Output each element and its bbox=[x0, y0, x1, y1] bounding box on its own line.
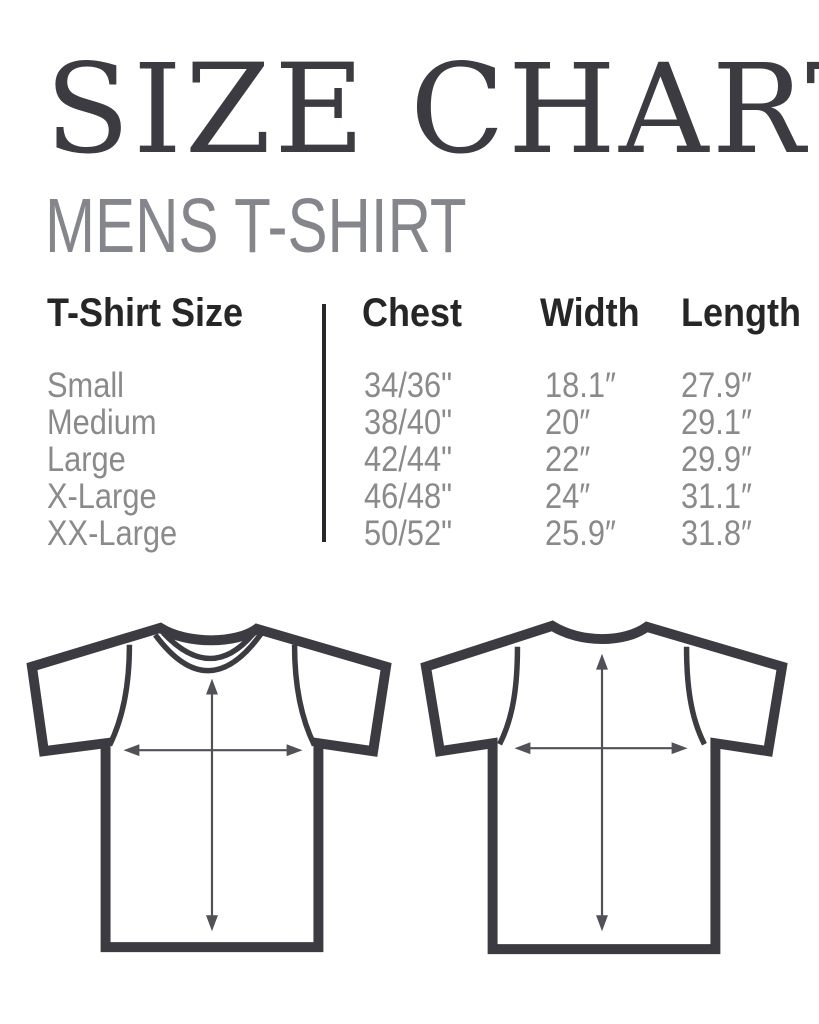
arrowhead-up bbox=[596, 653, 608, 670]
arrowhead-left bbox=[123, 744, 140, 757]
table-row: XX-Large 50/52" 25.9″ 31.8″ bbox=[47, 516, 807, 556]
arrowhead-right bbox=[671, 742, 688, 755]
tshirt-back-outline bbox=[420, 620, 788, 955]
cell-chest: 38/40" bbox=[364, 403, 453, 442]
page-title: SIZE CHART bbox=[45, 38, 819, 182]
collar-inner-arc bbox=[161, 630, 257, 662]
cell-size: Large bbox=[47, 440, 126, 479]
table-row: Large 42/44" 22″ 29.9″ bbox=[47, 442, 807, 482]
armhole-seam-right bbox=[683, 646, 707, 746]
cell-width: 24″ bbox=[545, 477, 591, 516]
cell-length: 27.9″ bbox=[681, 366, 752, 405]
cell-size: X-Large bbox=[47, 477, 157, 516]
armhole-seam-left bbox=[497, 646, 521, 746]
arrowhead-down bbox=[206, 915, 218, 932]
header-width: Width bbox=[540, 291, 640, 335]
length-arrow bbox=[596, 653, 608, 932]
header-length: Length bbox=[681, 291, 801, 335]
table-row: Small 34/36" 18.1″ 27.9″ bbox=[47, 368, 807, 408]
arrowhead-left bbox=[514, 742, 531, 755]
cell-width: 22″ bbox=[545, 440, 591, 479]
cell-width: 18.1″ bbox=[545, 366, 616, 405]
width-arrow bbox=[514, 742, 688, 755]
cell-chest: 50/52" bbox=[364, 514, 453, 553]
table-row: Medium 38/40" 20″ 29.1″ bbox=[47, 405, 807, 445]
header-size: T-Shirt Size bbox=[47, 291, 244, 335]
page-subtitle: MENS T-SHIRT bbox=[45, 183, 467, 269]
cell-chest: 34/36" bbox=[364, 366, 453, 405]
cell-length: 29.9″ bbox=[681, 440, 752, 479]
cell-length: 31.1″ bbox=[681, 477, 752, 516]
cell-length: 29.1″ bbox=[681, 403, 752, 442]
table-column-divider bbox=[322, 304, 326, 542]
arrowhead-right bbox=[286, 744, 303, 757]
collar-outer-arc bbox=[153, 631, 264, 674]
width-arrow bbox=[123, 744, 303, 757]
size-table: T-Shirt Size Chest Width Length Small 34… bbox=[47, 293, 807, 556]
cell-size: XX-Large bbox=[47, 514, 178, 553]
armhole-seam-right bbox=[291, 644, 317, 747]
tshirt-back-diagram bbox=[420, 620, 788, 955]
table-header-row: T-Shirt Size Chest Width Length bbox=[47, 293, 807, 333]
cell-length: 31.8″ bbox=[681, 514, 752, 553]
cell-size: Small bbox=[47, 366, 125, 405]
tshirt-front-diagram bbox=[26, 622, 392, 953]
cell-chest: 42/44" bbox=[364, 440, 453, 479]
table-row: X-Large 46/48" 24″ 31.1″ bbox=[47, 479, 807, 519]
arrowhead-down bbox=[596, 915, 608, 932]
cell-chest: 46/48" bbox=[364, 477, 453, 516]
header-chest: Chest bbox=[362, 291, 463, 335]
cell-width: 20″ bbox=[545, 403, 591, 442]
cell-size: Medium bbox=[47, 403, 157, 442]
armhole-seam-left bbox=[107, 644, 133, 747]
arrowhead-up bbox=[206, 678, 218, 695]
tshirt-front-outline bbox=[26, 622, 392, 953]
cell-width: 25.9″ bbox=[545, 514, 616, 553]
length-arrow bbox=[206, 678, 218, 932]
